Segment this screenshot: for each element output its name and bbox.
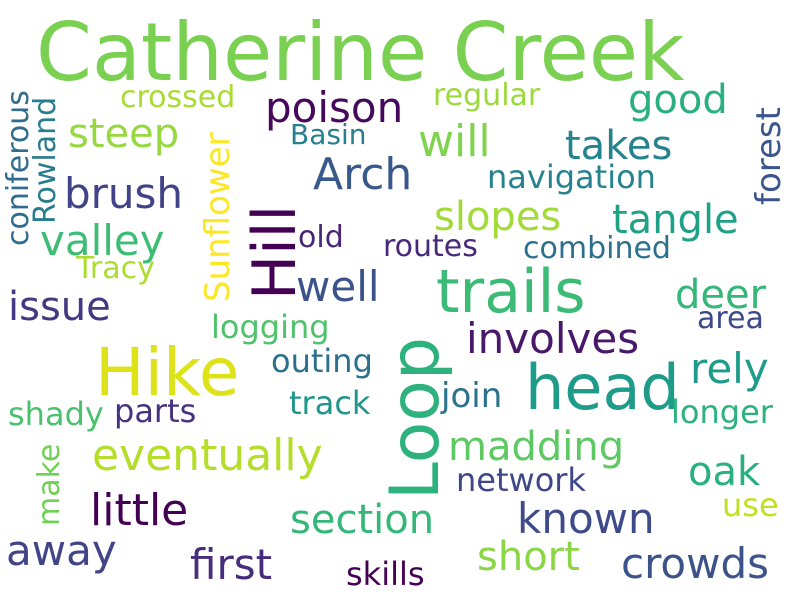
word-takes: takes bbox=[565, 123, 673, 169]
word-combined: combined bbox=[523, 231, 671, 266]
word-head: head bbox=[525, 351, 680, 424]
word-network: network bbox=[456, 461, 586, 499]
word-join: join bbox=[441, 376, 503, 416]
word-little: little bbox=[90, 485, 189, 536]
word-arch: Arch bbox=[313, 149, 413, 200]
word-oak: oak bbox=[688, 449, 761, 495]
word-issue: issue bbox=[8, 284, 111, 330]
word-tangle: tangle bbox=[612, 197, 739, 243]
word-outing: outing bbox=[271, 342, 373, 380]
word-parts: parts bbox=[114, 392, 197, 430]
word-slopes: slopes bbox=[434, 194, 562, 240]
word-regular: regular bbox=[433, 78, 541, 113]
word-first: first bbox=[190, 540, 273, 589]
word-skills: skills bbox=[346, 555, 425, 593]
word-section: section bbox=[290, 497, 435, 543]
word-track: track bbox=[289, 384, 371, 422]
word-make: make bbox=[32, 443, 67, 526]
word-eventually: eventually bbox=[92, 430, 323, 481]
word-rowland: Rowland bbox=[28, 96, 63, 224]
word-good: good bbox=[628, 77, 728, 123]
word-use: use bbox=[722, 486, 779, 524]
word-will: will bbox=[418, 116, 491, 167]
word-sunflower: Sunflower bbox=[198, 132, 238, 302]
word-forest: forest bbox=[749, 107, 789, 205]
word-navigation: navigation bbox=[487, 158, 656, 196]
word-hike: Hike bbox=[95, 334, 240, 411]
word-old: old bbox=[298, 220, 344, 255]
word-well: well bbox=[296, 262, 380, 311]
word-basin: Basin bbox=[290, 118, 367, 151]
word-brush: brush bbox=[64, 169, 184, 218]
word-trails: trails bbox=[436, 257, 586, 327]
word-catherine-creek: Catherine Creek bbox=[36, 6, 685, 99]
word-tracy: Tracy bbox=[76, 251, 155, 286]
word-area: area bbox=[697, 301, 764, 336]
word-poison: poison bbox=[265, 83, 404, 132]
word-away: away bbox=[6, 526, 117, 575]
word-short: short bbox=[477, 534, 580, 580]
word-crowds: crowds bbox=[621, 539, 770, 588]
word-involves: involves bbox=[466, 314, 640, 363]
word-shady: shady bbox=[8, 395, 104, 433]
word-loop: Loop bbox=[376, 336, 455, 500]
word-madding: madding bbox=[448, 424, 625, 470]
word-longer: longer bbox=[671, 393, 773, 431]
word-crossed: crossed bbox=[120, 80, 236, 115]
word-rely: rely bbox=[690, 344, 769, 393]
word-known: known bbox=[517, 494, 655, 543]
word-valley: valley bbox=[40, 216, 165, 265]
word-routes: routes bbox=[383, 229, 478, 264]
word-deer: deer bbox=[675, 272, 767, 318]
word-logging: logging bbox=[211, 308, 330, 346]
word-steep: steep bbox=[68, 111, 180, 157]
